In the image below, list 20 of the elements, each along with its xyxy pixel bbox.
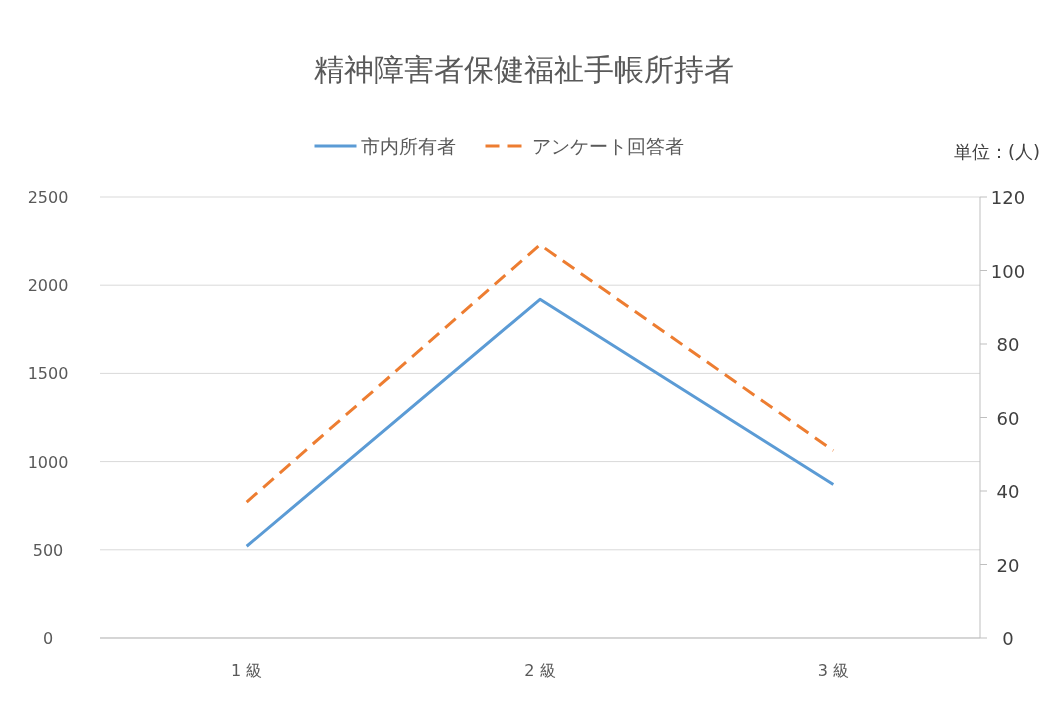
- y2-tick-label: 0: [1002, 628, 1014, 649]
- legend-label: アンケート回答者: [531, 135, 684, 157]
- y-tick-label: 1500: [27, 364, 69, 384]
- y-tick-label: 0: [42, 629, 54, 648]
- y-tick-label: 2500: [27, 188, 69, 207]
- y2-tick-label: 80: [996, 334, 1020, 355]
- x-tick-label: 3 級: [817, 661, 849, 680]
- chart-title: 精神障害者保健福祉手帳所持者: [314, 52, 734, 87]
- x-tick-label: 1 級: [231, 661, 263, 680]
- legend-label: 市内所有者: [360, 135, 456, 157]
- y-tick-label: 500: [32, 540, 64, 560]
- y2-tick-label: 100: [990, 260, 1026, 282]
- y2-axis-title: 単位：(人): [953, 141, 1040, 162]
- y2-tick-label: 120: [990, 187, 1026, 208]
- y2-tick-label: 40: [996, 481, 1020, 502]
- y-tick-label: 2000: [27, 276, 69, 296]
- y2-tick-label: 20: [996, 554, 1020, 576]
- x-tick-label: 2 級: [524, 661, 556, 680]
- y2-tick-label: 60: [996, 407, 1020, 429]
- y-tick-label: 1000: [27, 452, 69, 472]
